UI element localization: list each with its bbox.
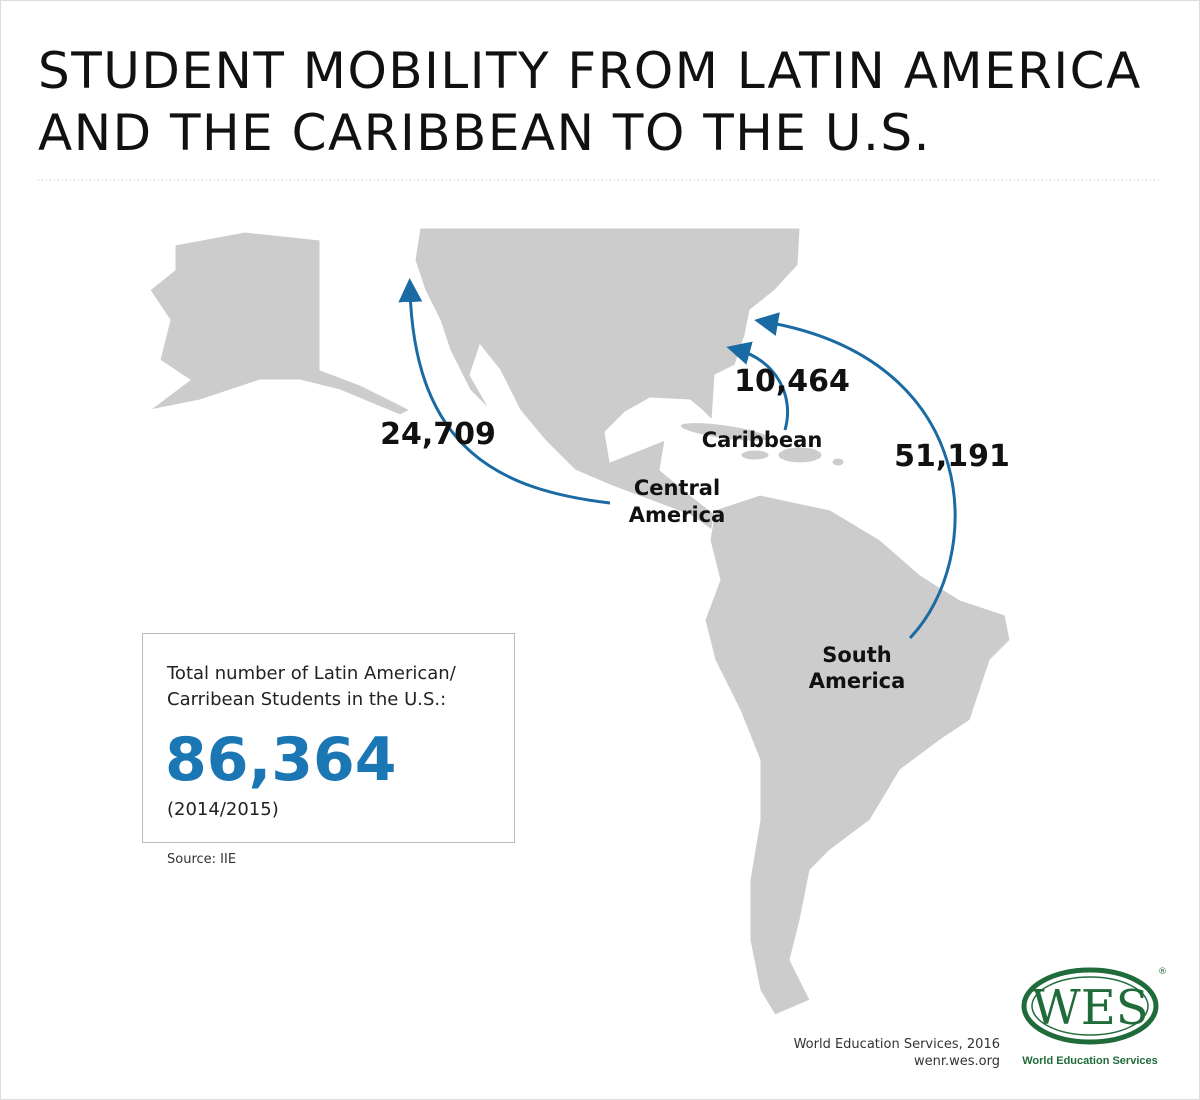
title-line: AND THE CARIBBEAN TO THE U.S. <box>38 104 931 162</box>
north-america <box>414 227 801 531</box>
island <box>679 422 771 442</box>
alaska <box>149 231 412 416</box>
island <box>831 457 845 467</box>
flow-value: 51,191 <box>894 439 1010 474</box>
region-label: America <box>809 669 906 693</box>
flow-arrow <box>726 341 790 431</box>
period: (2014/2015) <box>167 799 279 820</box>
flow-arrow <box>754 312 957 640</box>
region-label: Caribbean <box>702 428 823 452</box>
title-line: STUDENT MOBILITY FROM LATIN AMERICA <box>38 42 1142 100</box>
flow-value: 10,464 <box>734 364 850 399</box>
south-america <box>704 494 1011 1016</box>
logo-ring <box>1021 967 1159 1045</box>
flow-value: 24,709 <box>380 417 496 452</box>
island <box>740 449 770 461</box>
logo-ring <box>1031 976 1149 1036</box>
flow-arrow <box>398 278 611 505</box>
total-value: 86,364 <box>165 725 397 795</box>
region-label: Central <box>634 476 720 500</box>
logo: WES ® World Education Services <box>1021 967 1167 1067</box>
map <box>149 227 1011 1016</box>
region-label: America <box>629 503 726 527</box>
url: wenr.wes.org <box>914 1054 1000 1069</box>
logo-registered: ® <box>1158 967 1167 977</box>
region-label: South <box>822 643 892 667</box>
logo-name: World Education Services <box>1022 1055 1158 1067</box>
total-box <box>142 633 515 843</box>
source: Source: IIE <box>167 852 236 867</box>
island <box>777 446 823 464</box>
logo-mark: WES <box>1031 980 1148 1036</box>
box-caption: Carribean Students in the U.S.: <box>167 689 446 710</box>
credit: World Education Services, 2016 <box>794 1037 1000 1052</box>
box-caption: Total number of Latin American/ <box>166 663 457 684</box>
